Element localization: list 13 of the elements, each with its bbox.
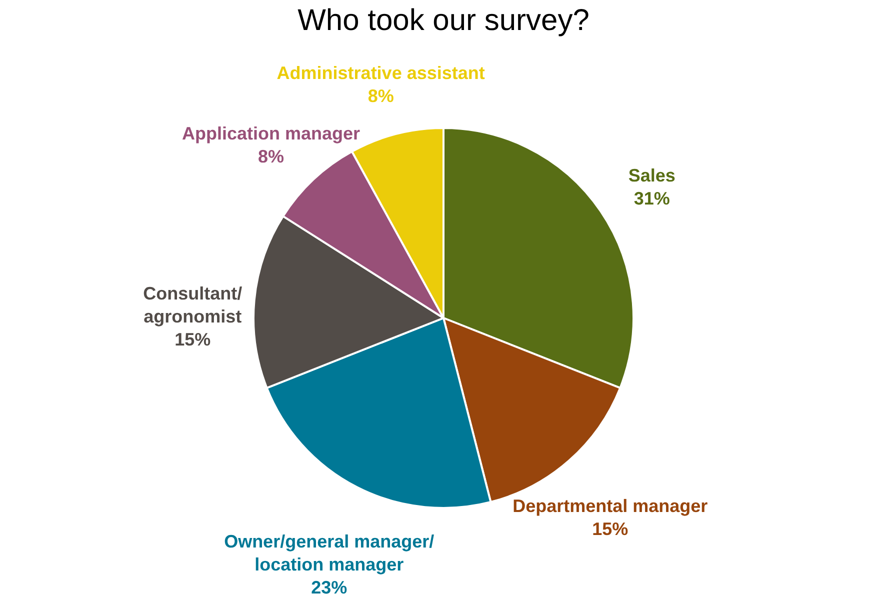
slice-label: Sales [628,165,676,186]
slice-label: Application manager [182,123,360,144]
slice-label: Owner/general manager/location manager [224,532,434,575]
data-label: 8% [368,86,394,106]
data-label: 23% [311,578,348,598]
slice-label: Consultant/agronomist [143,283,242,326]
data-label: 15% [174,329,211,350]
chart-title: Who took our survey? [298,4,590,37]
slice-label: Departmental manager [512,496,708,516]
slice-label: Administrative assistant [276,62,485,83]
data-label: 31% [634,188,670,208]
data-label: 8% [258,146,284,166]
data-label: 15% [592,519,628,540]
